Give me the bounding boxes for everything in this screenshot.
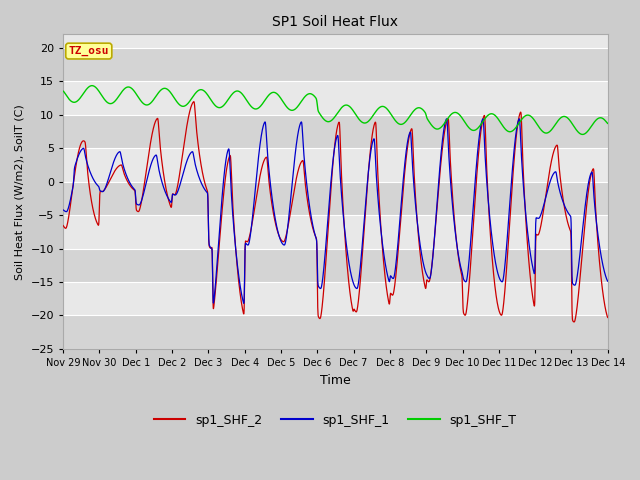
Bar bbox=[63, 48, 608, 81]
Bar bbox=[63, 315, 608, 349]
Y-axis label: Soil Heat Flux (W/m2), SoilT (C): Soil Heat Flux (W/m2), SoilT (C) bbox=[15, 104, 25, 279]
Legend: sp1_SHF_2, sp1_SHF_1, sp1_SHF_T: sp1_SHF_2, sp1_SHF_1, sp1_SHF_T bbox=[149, 408, 522, 432]
X-axis label: Time: Time bbox=[320, 373, 351, 386]
Bar bbox=[63, 249, 608, 282]
Text: TZ_osu: TZ_osu bbox=[68, 46, 109, 56]
Title: SP1 Soil Heat Flux: SP1 Soil Heat Flux bbox=[273, 15, 399, 29]
Bar bbox=[63, 181, 608, 215]
Bar bbox=[63, 115, 608, 148]
